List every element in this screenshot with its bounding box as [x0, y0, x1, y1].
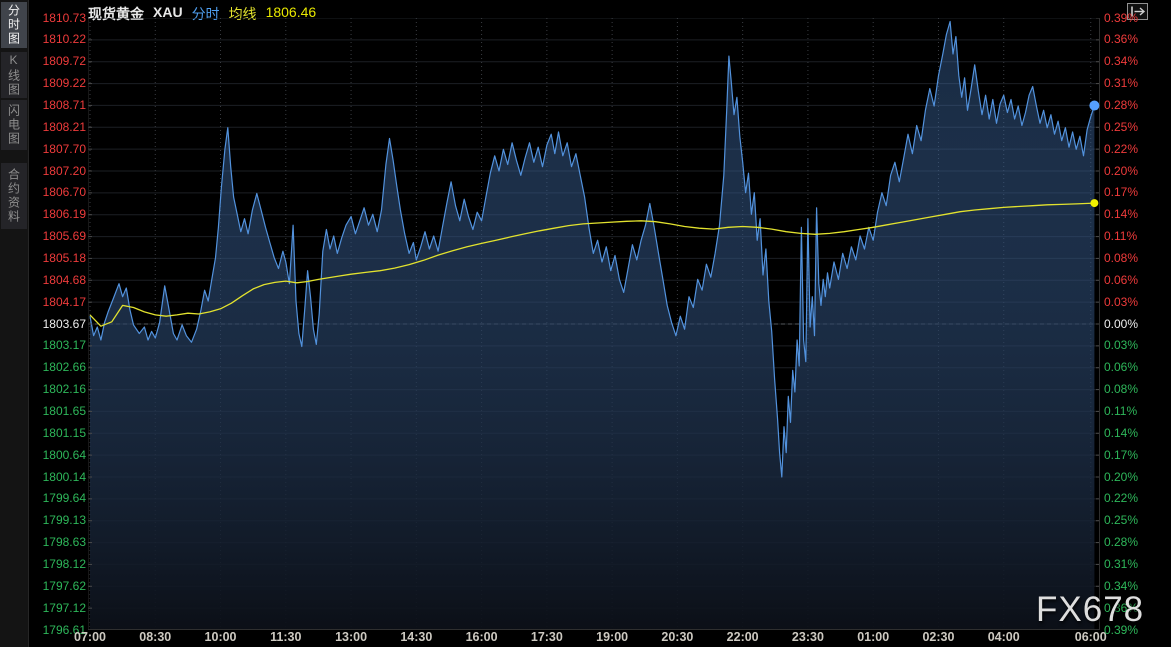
price-axis-label: 1806.70: [42, 185, 86, 200]
price-axis-label: 1802.66: [42, 360, 86, 375]
price-axis-label: 1800.14: [42, 469, 86, 484]
time-axis-label: 20:30: [661, 630, 694, 644]
percent-axis-label: 0.28%: [1104, 97, 1139, 112]
percent-axis-label: 0.17%: [1104, 185, 1139, 200]
price-axis-label: 1810.73: [42, 10, 86, 25]
price-axis-label: 1808.21: [42, 119, 86, 134]
percent-axis-label: 0.20%: [1104, 163, 1139, 178]
price-axis-label: 1807.20: [42, 163, 86, 178]
price-axis-label: 1798.12: [42, 556, 86, 571]
time-axis-label: 17:30: [530, 630, 563, 644]
percent-axis-label: 0.20%: [1104, 469, 1139, 484]
percent-axis-label: 0.06%: [1104, 272, 1139, 287]
percent-axis-label: 0.11%: [1104, 403, 1138, 418]
price-axis-label: 1797.12: [42, 600, 86, 615]
sidebar: 分时图 K线图 闪电图合约资料: [0, 0, 29, 647]
price-line: [89, 20, 1095, 478]
percent-axis-label: 0.34%: [1104, 578, 1139, 593]
time-axis-label: 11:30: [270, 630, 302, 644]
percent-axis-label: 0.28%: [1104, 535, 1139, 550]
price-axis-label: 1799.13: [42, 513, 86, 528]
price-chart-canvas[interactable]: [88, 18, 1100, 630]
price-last-dot: [1089, 100, 1100, 111]
price-axis-label: 1804.17: [42, 294, 86, 309]
percent-axis-label: 0.03%: [1104, 338, 1139, 353]
percent-axis-label: 0.22%: [1104, 141, 1139, 156]
time-axis-label: 02:30: [922, 630, 955, 644]
time-axis-label: 16:00: [465, 630, 498, 644]
price-axis-label: 1809.72: [42, 54, 86, 69]
time-axis-label: 23:30: [791, 630, 824, 644]
percent-axis-label: 0.25%: [1104, 119, 1139, 134]
percent-axis-label: 0.08%: [1104, 250, 1139, 265]
percent-axis-label: 0.31%: [1104, 76, 1139, 91]
time-axis-label: 22:00: [726, 630, 759, 644]
price-axis-label: 1799.64: [42, 491, 86, 506]
price-axis-label: 1808.71: [42, 97, 86, 112]
percent-axis-label: 0.03%: [1104, 294, 1139, 309]
price-axis-label: 1805.69: [42, 229, 86, 244]
tab-intraday-chart[interactable]: 分时图: [1, 2, 27, 48]
percent-axis-label: 0.39%: [1104, 10, 1139, 25]
price-axis-label: 1805.18: [42, 250, 86, 265]
price-axis-label: 1810.22: [42, 32, 86, 47]
percent-axis-label: 0.39%: [1104, 622, 1139, 637]
time-axis-label: 13:00: [335, 630, 368, 644]
percent-axis-label: 0.36%: [1104, 32, 1139, 47]
percent-axis-label: 0.08%: [1104, 382, 1139, 397]
price-axis-label: 1809.22: [42, 76, 86, 91]
price-axis-label: 1801.15: [42, 425, 86, 440]
percent-axis-label: 0.00%: [1104, 316, 1139, 331]
time-axis-label: 10:00: [204, 630, 237, 644]
price-axis-label: 1806.19: [42, 207, 86, 222]
time-axis-label: 14:30: [400, 630, 433, 644]
ma-line: [89, 202, 1095, 327]
percent-axis-label: 0.34%: [1104, 54, 1139, 69]
ma-value: 1806.46: [265, 4, 317, 20]
price-axis-label: 1803.67: [42, 316, 86, 331]
time-axis-label: 04:00: [987, 630, 1020, 644]
tab-contract-info[interactable]: 合约资料: [1, 163, 27, 229]
percent-axis-label: 0.14%: [1104, 207, 1139, 222]
time-axis-label: 08:30: [139, 630, 172, 644]
time-axis-label: 01:00: [857, 630, 890, 644]
time-axis-label: 06:00: [1074, 630, 1107, 644]
symbol-code: XAU: [153, 4, 183, 20]
price-area-fill: [90, 21, 1095, 630]
price-axis-label: 1803.17: [42, 338, 86, 353]
price-axis-label: 1801.65: [42, 403, 86, 418]
price-axis-label: 1798.63: [42, 535, 86, 550]
price-axis-label: 1797.62: [42, 578, 86, 593]
price-axis-label: 1807.70: [42, 141, 86, 156]
percent-axis-label: 0.11%: [1104, 229, 1138, 244]
tab-lightning-chart[interactable]: 闪电图: [1, 100, 27, 150]
percent-axis-label: 0.17%: [1104, 447, 1139, 462]
time-axis-label: 07:00: [74, 630, 106, 644]
watermark-logo: FX678: [1036, 590, 1145, 629]
collapse-panel-icon[interactable]: [1127, 3, 1148, 20]
percent-axis-label: 0.25%: [1104, 513, 1139, 528]
price-axis-label: 1802.16: [42, 382, 86, 397]
ma-last-dot: [1090, 199, 1099, 208]
price-axis-label: 1800.64: [42, 447, 86, 462]
percent-axis-label: 0.36%: [1104, 600, 1139, 615]
price-axis-label: 1796.61: [42, 622, 86, 637]
tab-kline-chart[interactable]: K线图: [1, 52, 27, 98]
price-axis-label: 1804.68: [42, 272, 86, 287]
percent-axis-label: 0.31%: [1104, 556, 1139, 571]
percent-axis-label: 0.06%: [1104, 360, 1139, 375]
time-axis-label: 19:00: [596, 630, 629, 644]
percent-axis-label: 0.22%: [1104, 491, 1139, 506]
percent-axis-label: 0.14%: [1104, 425, 1139, 440]
